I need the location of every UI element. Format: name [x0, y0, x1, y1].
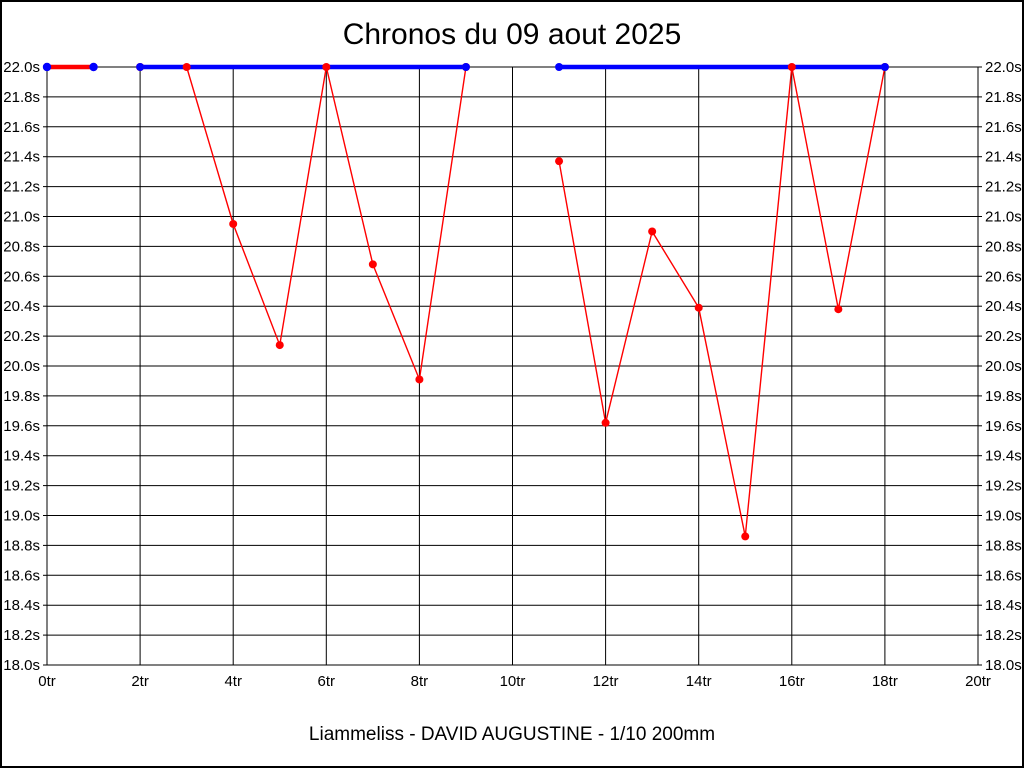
y-tick-label-left: 19.8s — [3, 388, 40, 405]
plot-area: 22.0s 22.0s 21.8s 21.8s 21.6s 21.6s 21.4s 21.4s… — [3, 59, 1021, 690]
chart-title: Chronos du 09 aout 2025 — [343, 18, 682, 51]
reference-22s-point — [461, 63, 470, 71]
y-tick-label-left: 21.2s — [3, 179, 40, 196]
x-tick-label: 4tr — [224, 673, 242, 690]
x-tick-label: 8tr — [411, 673, 429, 690]
lap-times-point — [601, 418, 610, 427]
lap-times-point — [741, 532, 750, 541]
lap-times-point — [555, 157, 564, 166]
y-tick-label-right: 19.2s — [985, 478, 1022, 495]
y-tick-label-right: 18.8s — [985, 537, 1022, 554]
plot-border — [46, 66, 979, 666]
reference-22s-point — [136, 63, 145, 71]
y-tick-label-left: 20.0s — [3, 358, 40, 375]
y-tick-label-right: 19.0s — [985, 508, 1022, 525]
x-tick-label: 14tr — [686, 673, 712, 690]
y-tick-label-left: 22.0s — [3, 59, 40, 76]
x-tick-label: 10tr — [500, 673, 526, 690]
y-tick-label-left: 18.0s — [3, 657, 40, 674]
y-tick-label-left: 20.8s — [3, 238, 40, 255]
x-tick-label: 16tr — [779, 673, 805, 690]
y-tick-label-left: 21.6s — [3, 119, 40, 136]
y-tick-label-right: 21.0s — [985, 209, 1022, 226]
x-tick-label: 12tr — [593, 673, 619, 690]
lap-times-point — [648, 227, 657, 236]
y-tick-label-right: 22.0s — [985, 59, 1022, 76]
y-tick-label-right: 20.8s — [985, 238, 1022, 255]
x-tick-label: 20tr — [965, 673, 991, 690]
lap-times-line — [140, 66, 467, 383]
y-tick-label-right: 21.2s — [985, 179, 1022, 196]
y-tick-label-left: 20.4s — [3, 298, 40, 315]
reference-22s-point — [42, 62, 52, 72]
lap-times-point — [415, 375, 424, 384]
y-tick-label-right: 20.2s — [985, 328, 1022, 345]
y-tick-label-right: 18.4s — [985, 597, 1022, 614]
y-tick-label-right: 20.4s — [985, 298, 1022, 315]
y-tick-label-left: 18.8s — [3, 537, 40, 554]
lap-times-point — [322, 63, 331, 71]
lap-times-point — [787, 63, 796, 71]
y-tick-label-left: 19.2s — [3, 478, 40, 495]
lap-times-point — [182, 63, 191, 71]
x-tick-label: 2tr — [131, 673, 149, 690]
x-tick-label: 0tr — [38, 673, 56, 690]
reference-22s-point — [89, 62, 98, 72]
lap-times-point — [834, 305, 843, 314]
y-tick-label-right: 20.6s — [985, 268, 1022, 285]
y-tick-label-left: 21.8s — [3, 89, 40, 106]
reference-22s-point — [880, 63, 889, 71]
y-tick-label-right: 21.6s — [985, 119, 1022, 136]
y-tick-label-left: 20.2s — [3, 328, 40, 345]
y-tick-label-right: 20.0s — [985, 358, 1022, 375]
y-tick-label-left: 18.4s — [3, 597, 40, 614]
reference-22s-point — [555, 63, 564, 71]
y-tick-label-right: 19.6s — [985, 418, 1022, 435]
y-tick-label-right: 18.0s — [985, 657, 1022, 674]
y-tick-label-left: 18.2s — [3, 627, 40, 644]
chart-subtitle: Liammeliss - DAVID AUGUSTINE - 1/10 200m… — [309, 724, 715, 745]
y-tick-label-left: 19.6s — [3, 418, 40, 435]
lap-times-point — [694, 303, 703, 312]
lap-times-point — [275, 341, 284, 350]
lap-times-point — [229, 219, 238, 228]
x-tick-label: 6tr — [318, 673, 336, 690]
lap-times-line — [558, 66, 886, 537]
x-tick-label: 18tr — [872, 673, 898, 690]
y-tick-label-left: 19.4s — [3, 448, 40, 465]
y-tick-label-right: 19.4s — [985, 448, 1022, 465]
y-tick-label-left: 19.0s — [3, 508, 40, 525]
y-tick-label-right: 19.8s — [985, 388, 1022, 405]
y-tick-label-right: 21.4s — [985, 149, 1022, 166]
y-tick-label-left: 21.0s — [3, 209, 40, 226]
y-tick-label-right: 21.8s — [985, 89, 1022, 106]
y-tick-label-left: 18.6s — [3, 567, 40, 584]
y-tick-label-right: 18.2s — [985, 627, 1022, 644]
y-tick-label-left: 21.4s — [3, 149, 40, 166]
lap-times-point — [368, 260, 377, 269]
y-tick-label-right: 18.6s — [985, 567, 1022, 584]
y-tick-label-left: 20.6s — [3, 268, 40, 285]
